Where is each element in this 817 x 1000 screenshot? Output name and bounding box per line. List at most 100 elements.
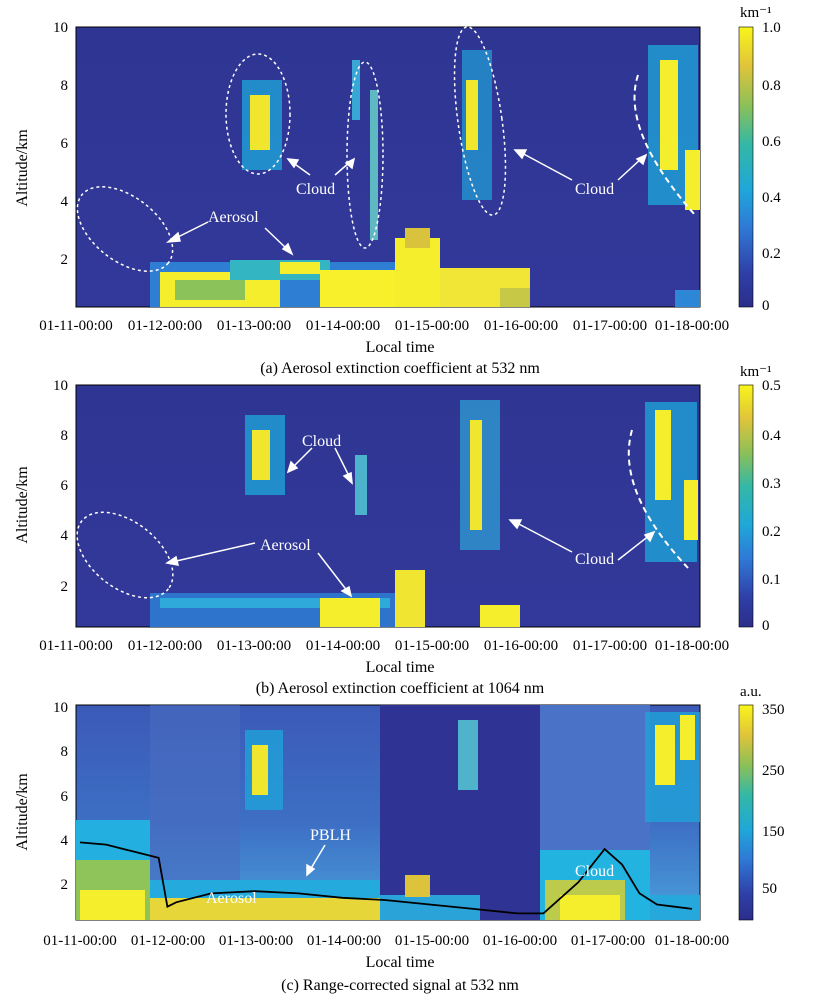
panel-a-caption: (a) Aerosol extinction coefficient at 53… — [260, 360, 540, 377]
panel-a-ytick: 6 — [61, 136, 69, 152]
panel-a-aerosol-layer — [150, 228, 700, 307]
panel-a-y-axis: 10 8 6 4 2 — [53, 20, 69, 268]
panel-c-ylabel: Altitude/km — [14, 773, 31, 851]
panel-c-colorbar-tick: 350 — [762, 702, 785, 718]
panel-c-colorbar-tick: 150 — [762, 824, 785, 840]
panel-c-xlabel: Local time — [366, 954, 435, 971]
panel-b-aerosol-ellipse — [76, 511, 174, 599]
panel-c-ytick: 4 — [61, 833, 69, 849]
panel-b-xtick: 01-15-00:00 — [395, 638, 469, 654]
panel-a-cloud-ellipse-1 — [225, 53, 291, 175]
panel-b-annotation-cloud-1: Cloud — [302, 433, 341, 450]
panel-a-cloud-dashed-line — [633, 74, 696, 216]
panel-a-xtick: 01-13-00:00 — [217, 318, 291, 334]
panel-c-y-axis: 10 8 6 4 2 — [53, 700, 69, 893]
panel-a-arrows — [165, 149, 648, 256]
panel-c-xtick: 01-11-00:00 — [43, 933, 117, 949]
panel-a-xlabel: Local time — [366, 339, 435, 356]
panel-b-annotation-cloud-2: Cloud — [575, 551, 614, 568]
panel-a-cloud-ellipse-2 — [346, 61, 384, 249]
panel-b-xtick: 01-14-00:00 — [306, 638, 380, 654]
panel-a-markers — [76, 26, 696, 272]
panel-a-xtick: 01-12-00:00 — [128, 318, 202, 334]
panel-b: Cloud Aerosol Cloud 10 8 6 4 2 Altitude/… — [14, 364, 781, 697]
panel-c-xtick: 01-18-00:00 — [655, 933, 729, 949]
panel-b-xtick: 01-12-00:00 — [128, 638, 202, 654]
panel-b-ytick: 2 — [61, 579, 69, 595]
panel-b-ytick: 6 — [61, 478, 69, 494]
panel-b-clouds — [245, 400, 698, 562]
panel-b-colorbar-tick: 0.2 — [762, 524, 781, 540]
panel-a-colorbar-tick: 0.8 — [762, 78, 781, 94]
panel-a-colorbar-tick: 1.0 — [762, 20, 781, 36]
panel-c-clouds — [245, 712, 700, 822]
panel-b-xtick: 01-18-00:00 — [655, 638, 729, 654]
panel-c-x-axis: 01-11-00:00 01-12-00:00 01-13-00:00 01-1… — [43, 933, 729, 949]
panel-b-cloud-dashed-line — [627, 429, 689, 569]
panel-a-colorbar-tick: 0 — [762, 298, 770, 314]
panel-c-colorbar-tick: 50 — [762, 881, 777, 897]
panel-a-ytick: 2 — [61, 252, 69, 268]
panel-b-colorbar-tick: 0.4 — [762, 428, 781, 444]
panel-b-colorbar-tick: 0.1 — [762, 572, 781, 588]
panel-c-colorbar-bar — [738, 704, 754, 921]
panel-a-ytick: 10 — [53, 20, 68, 36]
panel-a-colorbar-tick: 0.4 — [762, 190, 781, 206]
panel-b-colorbar: km⁻¹ 0.5 0.4 0.3 0.2 0.1 0 — [738, 364, 781, 634]
panel-a: Aerosol Cloud Cloud 10 8 6 4 2 Altitude/… — [14, 5, 781, 377]
panel-b-ylabel: Altitude/km — [14, 466, 31, 544]
panel-b-annotation-aerosol: Aerosol — [260, 537, 311, 554]
panel-c-xtick: 01-16-00:00 — [483, 933, 557, 949]
panel-b-colorbar-unit: km⁻¹ — [740, 364, 772, 380]
panel-a-clouds — [242, 45, 700, 240]
panel-a-ytick: 4 — [61, 194, 69, 210]
panel-c-caption: (c) Range-corrected signal at 532 nm — [281, 977, 519, 994]
panel-a-xtick: 01-17-00:00 — [573, 318, 647, 334]
panel-c-colorbar-unit: a.u. — [740, 684, 762, 700]
panel-c-xtick: 01-13-00:00 — [219, 933, 293, 949]
panel-a-colorbar-unit: km⁻¹ — [740, 5, 772, 21]
panel-b-ytick: 4 — [61, 528, 69, 544]
panel-a-xtick: 01-16-00:00 — [484, 318, 558, 334]
panel-a-colorbar-tick: 0.2 — [762, 246, 781, 262]
panel-b-x-axis: 01-11-00:00 01-12-00:00 01-13-00:00 01-1… — [39, 638, 729, 654]
panel-c-annotation-cloud: Cloud — [575, 863, 614, 880]
panel-c-xtick: 01-17-00:00 — [571, 933, 645, 949]
panel-c: PBLH Aerosol Cloud 10 8 6 4 2 Altitude/k… — [14, 684, 785, 994]
panel-b-xtick: 01-11-00:00 — [39, 638, 113, 654]
panel-c-annotation-pblh: PBLH — [310, 827, 351, 844]
panel-b-colorbar-tick: 0 — [762, 618, 770, 634]
panel-b-aerosol-layer — [150, 570, 520, 627]
panel-a-colorbar-bar — [738, 26, 754, 308]
panel-c-xtick: 01-14-00:00 — [307, 933, 381, 949]
panel-b-colorbar-tick: 0.5 — [762, 378, 781, 394]
panel-b-colorbar-bar — [738, 384, 754, 628]
panel-c-ytick: 2 — [61, 877, 69, 893]
panel-a-aerosol-ellipse — [76, 186, 174, 272]
panel-b-xtick: 01-13-00:00 — [217, 638, 291, 654]
panel-c-xtick: 01-12-00:00 — [131, 933, 205, 949]
panel-b-y-axis: 10 8 6 4 2 — [53, 378, 69, 595]
panel-a-xtick: 01-14-00:00 — [306, 318, 380, 334]
panel-a-xtick: 01-11-00:00 — [39, 318, 113, 334]
panel-c-colorbar-tick: 250 — [762, 763, 785, 779]
panel-a-plot-area — [75, 26, 701, 308]
panel-a-ylabel: Altitude/km — [14, 129, 31, 207]
panel-b-plot-area — [75, 384, 701, 628]
panel-a-cloud-ellipse-3 — [453, 26, 507, 216]
panel-b-ytick: 10 — [53, 378, 68, 394]
panel-b-caption: (b) Aerosol extinction coefficient at 10… — [256, 680, 545, 697]
panel-c-pblh-line — [79, 841, 693, 915]
panel-a-xtick: 01-18-00:00 — [655, 318, 729, 334]
panel-c-ytick: 8 — [61, 744, 69, 760]
panel-a-annotation-cloud-1: Cloud — [296, 181, 335, 198]
panel-b-colorbar-tick: 0.3 — [762, 476, 781, 492]
panel-c-arrows — [306, 844, 326, 877]
panel-c-xtick: 01-15-00:00 — [395, 933, 469, 949]
panel-a-x-axis: 01-11-00:00 01-12-00:00 01-13-00:00 01-1… — [39, 318, 729, 334]
panel-b-ytick: 8 — [61, 428, 69, 444]
panel-a-xtick: 01-15-00:00 — [395, 318, 469, 334]
panel-c-ytick: 6 — [61, 789, 69, 805]
panel-a-colorbar: km⁻¹ 1.0 0.8 0.6 0.4 0.2 0 — [738, 5, 781, 314]
